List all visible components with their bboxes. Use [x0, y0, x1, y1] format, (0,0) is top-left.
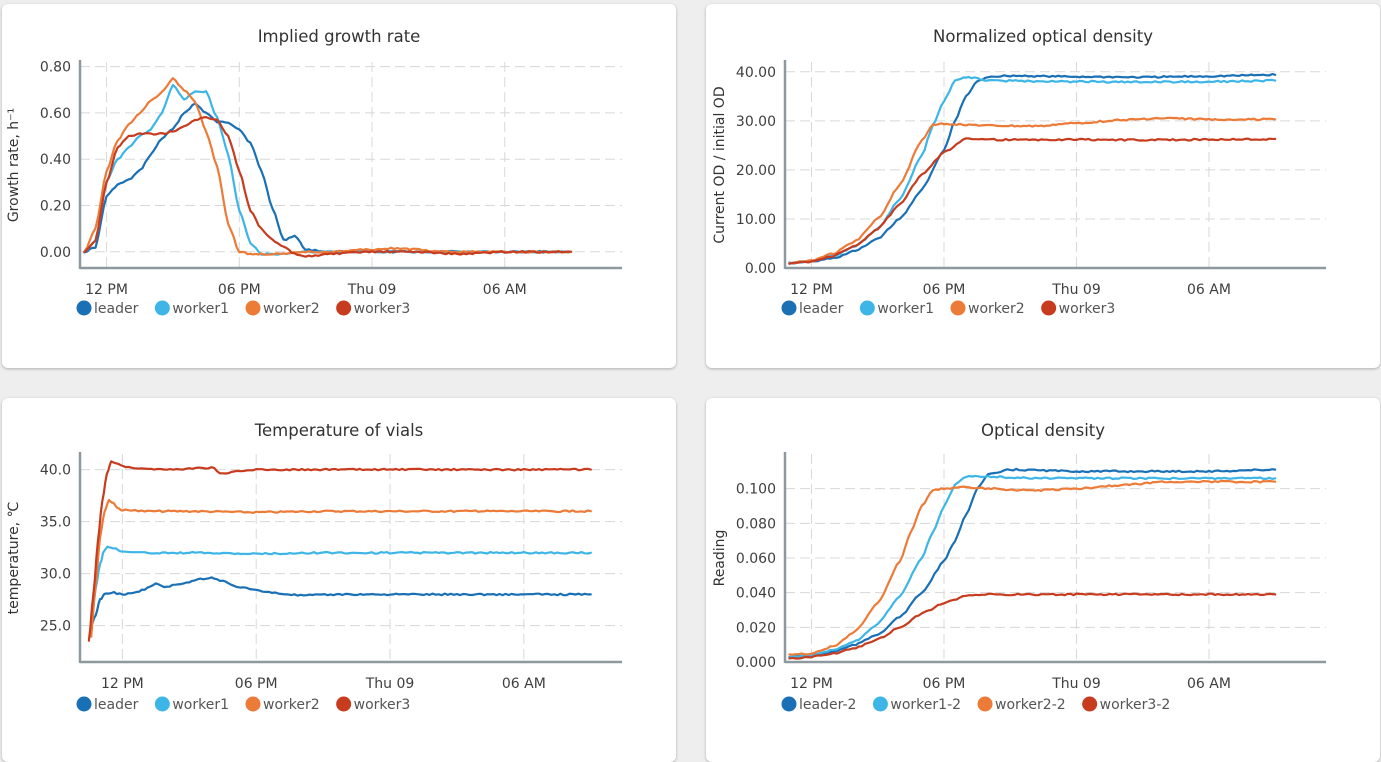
x-tick-label: Thu 09	[1051, 676, 1101, 692]
y-tick-label: 35.0	[40, 515, 71, 531]
legend-label-worker1-2[interactable]: worker1-2	[890, 697, 961, 713]
legend-label-worker2[interactable]: worker2	[263, 697, 320, 713]
y-tick-label: 30.0	[40, 567, 71, 583]
y-tick-label: 40.0	[40, 463, 71, 479]
chart-card-temperature: Temperature of vials 25.0 30.0 35.0 40.0 12 P…	[2, 398, 676, 762]
series-line-worker1	[90, 545, 592, 627]
legend-swatch-leader[interactable]	[76, 696, 92, 712]
y-tick-label: 0.080	[736, 516, 776, 532]
y-tick-label: 0.00	[40, 245, 71, 261]
legend-label-worker2-2[interactable]: worker2-2	[995, 697, 1066, 713]
y-tick-label: 40.00	[736, 65, 776, 81]
x-tick-label: 12 PM	[101, 676, 144, 692]
y-tick-label: 0.40	[40, 152, 71, 168]
chart-card-optical-density: Optical density 0.000 0.020 0.040 0.060 0.080…	[706, 398, 1380, 762]
series-line-worker2	[83, 77, 573, 256]
legend-label-worker3-2[interactable]: worker3-2	[1100, 697, 1171, 713]
chart-card-growth-rate: Implied growth rate 0.00 0.20 0.40 0.60 0.80 1…	[2, 4, 676, 368]
series-line-leader	[788, 72, 1277, 265]
y-tick-label: 0.20	[40, 199, 71, 215]
chart-card-normalized-od: Normalized optical density 0.00 10.00 20.00…	[706, 4, 1380, 368]
x-tick-label: 06 PM	[923, 676, 966, 692]
x-tick-label: Thu 09	[1051, 282, 1101, 298]
y-axis-label: Growth rate, h⁻¹	[6, 108, 22, 222]
legend-swatch-worker3[interactable]	[336, 696, 352, 712]
y-tick-label: 25.0	[40, 619, 71, 635]
chart-growth-rate: Implied growth rate 0.00 0.20 0.40 0.60 0.80 1…	[6, 27, 622, 317]
series-line-leader-2	[788, 467, 1277, 659]
legend-label-worker3[interactable]: worker3	[354, 697, 411, 713]
y-tick-label: 0.80	[40, 60, 71, 76]
legend-swatch-worker3[interactable]	[336, 300, 352, 316]
series-line-worker2	[788, 116, 1277, 265]
legend-swatch-worker2[interactable]	[245, 696, 261, 712]
series-line-worker3	[87, 460, 592, 642]
y-axis-label: Reading	[712, 530, 728, 587]
legend-swatch-leader-2[interactable]	[781, 696, 797, 712]
legend-swatch-worker1-2[interactable]	[872, 696, 888, 712]
legend-label-worker1[interactable]: worker1	[172, 697, 229, 713]
x-tick-label: Thu 09	[347, 282, 397, 298]
x-tick-label: Thu 09	[365, 676, 415, 692]
x-tick-label: 06 PM	[218, 282, 261, 298]
chart-temperature: Temperature of vials 25.0 30.0 35.0 40.0 12 P…	[6, 421, 622, 713]
series-line-leader	[90, 576, 592, 627]
x-tick-label: 12 PM	[85, 282, 128, 298]
legend-label-worker2[interactable]: worker2	[263, 301, 320, 317]
y-tick-label: 0.100	[736, 482, 776, 498]
legend-label-worker3[interactable]: worker3	[1059, 301, 1116, 317]
y-tick-label: 0.00	[745, 261, 776, 277]
y-tick-label: 10.00	[736, 212, 776, 228]
series-line-worker3	[83, 115, 573, 258]
series-line-leader	[83, 102, 573, 254]
legend-swatch-worker1[interactable]	[154, 696, 170, 712]
x-tick-label: 12 PM	[790, 282, 833, 298]
legend-swatch-worker2-2[interactable]	[977, 696, 993, 712]
chart-normalized-od: Normalized optical density 0.00 10.00 20.00…	[712, 27, 1326, 317]
legend-label-leader[interactable]: leader	[799, 301, 844, 317]
x-tick-label: 12 PM	[790, 676, 833, 692]
legend-label-worker1[interactable]: worker1	[877, 301, 934, 317]
chart-title: Optical density	[981, 421, 1105, 440]
legend-label-worker2[interactable]: worker2	[968, 301, 1025, 317]
x-tick-label: 06 AM	[1187, 676, 1231, 692]
x-tick-label: 06 PM	[235, 676, 278, 692]
legend-swatch-worker1[interactable]	[859, 300, 875, 316]
series-line-worker1	[83, 83, 573, 256]
legend-label-leader-2[interactable]: leader-2	[799, 697, 856, 713]
legend-swatch-worker2[interactable]	[245, 300, 261, 316]
y-tick-label: 0.060	[736, 551, 776, 567]
series-line-worker2	[90, 498, 592, 638]
legend-swatch-worker1[interactable]	[154, 300, 170, 316]
y-axis-label: Current OD / initial OD	[712, 86, 728, 243]
legend-label-worker3[interactable]: worker3	[354, 301, 411, 317]
y-tick-label: 0.020	[736, 620, 776, 636]
x-tick-label: 06 PM	[923, 282, 966, 298]
legend-swatch-leader[interactable]	[76, 300, 92, 316]
legend-label-worker1[interactable]: worker1	[172, 301, 229, 317]
chart-title: Normalized optical density	[933, 27, 1153, 46]
legend-swatch-worker3[interactable]	[1041, 300, 1057, 316]
chart-title: Temperature of vials	[254, 421, 424, 440]
legend-label-leader[interactable]: leader	[94, 697, 139, 713]
y-tick-label: 30.00	[736, 114, 776, 130]
legend-swatch-leader[interactable]	[781, 300, 797, 316]
legend-swatch-worker2[interactable]	[950, 300, 966, 316]
y-tick-label: 0.040	[736, 586, 776, 602]
y-tick-label: 0.000	[736, 655, 776, 671]
chart-optical-density: Optical density 0.000 0.020 0.040 0.060 0.080…	[712, 421, 1326, 713]
series-line-worker2-2	[788, 479, 1277, 656]
series-line-worker1-2	[788, 474, 1277, 659]
x-tick-label: 06 AM	[1187, 282, 1231, 298]
y-tick-label: 20.00	[736, 163, 776, 179]
y-tick-label: 0.60	[40, 106, 71, 122]
x-tick-label: 06 AM	[483, 282, 527, 298]
chart-title: Implied growth rate	[258, 27, 421, 46]
legend-swatch-worker3-2[interactable]	[1082, 696, 1098, 712]
y-axis-label: temperature, ℃	[6, 502, 22, 615]
series-line-worker3-2	[788, 592, 1277, 660]
legend-label-leader[interactable]: leader	[94, 301, 139, 317]
series-line-worker3	[788, 137, 1277, 265]
x-tick-label: 06 AM	[502, 676, 546, 692]
